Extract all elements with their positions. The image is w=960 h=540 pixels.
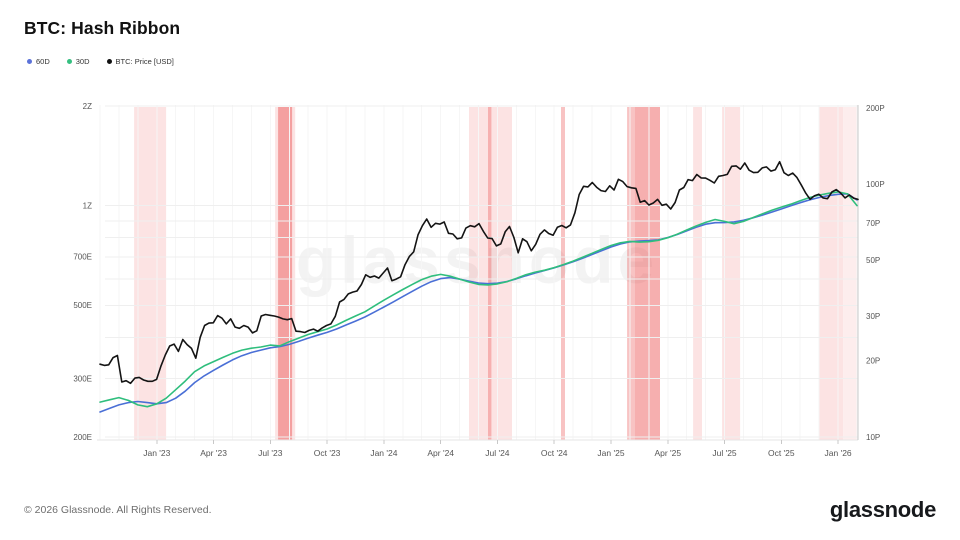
signal-band bbox=[278, 107, 293, 440]
series-line-btc-price-usd-[interactable] bbox=[99, 160, 859, 385]
signal-band bbox=[561, 107, 565, 440]
right-axis-labels: 10P 20P 30P 50P 70P 100P 200P bbox=[866, 104, 885, 442]
x-tick-label: Oct '23 bbox=[314, 448, 341, 458]
x-tick-label: Oct '24 bbox=[541, 448, 568, 458]
legend-label-30d: 30D bbox=[75, 57, 90, 66]
left-tick-label: 500E bbox=[73, 301, 92, 310]
right-tick-label: 100P bbox=[866, 180, 885, 189]
x-tick-label: Oct '25 bbox=[768, 448, 795, 458]
left-tick-label: 1Z bbox=[83, 201, 92, 210]
vertical-gridlines bbox=[99, 105, 858, 440]
legend-dot-30d-icon bbox=[66, 59, 72, 64]
x-tick-label: Jan '24 bbox=[370, 448, 397, 458]
legend-label-btc-price: BTC: Price [USD] bbox=[115, 57, 174, 66]
signal-band bbox=[627, 107, 635, 440]
legend-item-30d[interactable]: 30D bbox=[66, 57, 90, 66]
x-tick-label: Jan '26 bbox=[825, 448, 852, 458]
right-tick-label: 50P bbox=[866, 256, 880, 265]
signal-band bbox=[134, 107, 167, 440]
signal-band bbox=[488, 107, 492, 440]
x-tick-label: Apr '23 bbox=[200, 448, 227, 458]
legend-label-60d: 60D bbox=[36, 57, 50, 66]
signal-band bbox=[469, 107, 512, 440]
signal-band bbox=[275, 107, 296, 440]
signal-band bbox=[635, 107, 660, 440]
x-tick-label: Jan '23 bbox=[143, 448, 170, 458]
legend-item-btc-price[interactable]: BTC: Price [USD] bbox=[106, 57, 174, 66]
right-tick-label: 70P bbox=[866, 219, 880, 228]
signal-band bbox=[722, 107, 741, 440]
glassnode-logo: glassnode bbox=[829, 497, 936, 522]
signal-band bbox=[693, 107, 702, 440]
x-tick-label: Jul '25 bbox=[712, 448, 737, 458]
right-tick-label: 20P bbox=[866, 357, 880, 366]
left-tick-label: 2Z bbox=[83, 102, 92, 111]
signal-band bbox=[843, 107, 859, 440]
horizontal-gridlines bbox=[105, 105, 858, 438]
page-title: BTC: Hash Ribbon bbox=[24, 18, 181, 38]
legend-dot-btc-price-icon bbox=[106, 59, 112, 64]
right-tick-label: 200P bbox=[866, 104, 885, 113]
x-tick-label: Jul '23 bbox=[258, 448, 283, 458]
signal-band bbox=[819, 107, 844, 440]
x-tick-label: Jan '25 bbox=[597, 448, 624, 458]
right-tick-label: 30P bbox=[866, 312, 880, 321]
left-axis-labels: 200E 300E 500E 700E 1Z 2Z bbox=[73, 102, 92, 442]
legend-item-60d[interactable]: 60D bbox=[27, 57, 50, 66]
x-tick-label: Apr '25 bbox=[654, 448, 681, 458]
x-tick-label: Jul '24 bbox=[485, 448, 510, 458]
right-tick-label: 10P bbox=[866, 433, 880, 442]
chart-legend: 60D 30D BTC: Price [USD] bbox=[27, 57, 174, 66]
x-axis-ticks: Jan '23 Apr '23 Jul '23 Oct '23 Jan '24 Apr '… bbox=[143, 440, 852, 458]
legend-dot-60d-icon bbox=[27, 59, 32, 64]
glassnode-watermark: glassnode bbox=[177, 214, 777, 306]
left-tick-label: 700E bbox=[73, 253, 92, 262]
copyright-text: © 2026 Glassnode. All Rights Reserved. bbox=[24, 504, 212, 516]
left-tick-label: 300E bbox=[73, 375, 92, 384]
left-tick-label: 200E bbox=[73, 433, 92, 442]
x-tick-label: Apr '24 bbox=[427, 448, 454, 458]
series-line-30d[interactable] bbox=[99, 191, 858, 408]
